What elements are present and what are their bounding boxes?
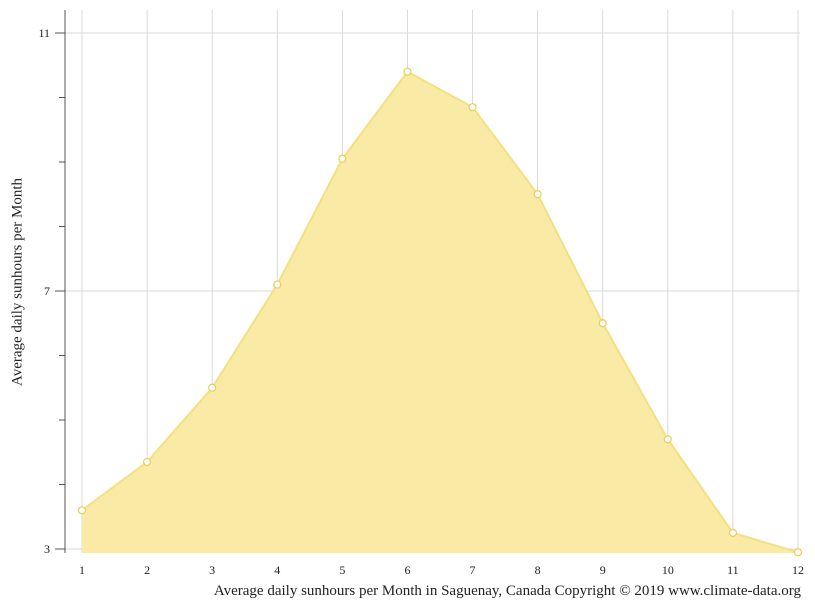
data-point <box>77 506 87 515</box>
x-tick-label: 11 <box>727 563 739 577</box>
x-tick-label: 4 <box>274 563 280 577</box>
chart-caption: Average daily sunhours per Month in Sagu… <box>213 583 801 599</box>
data-point <box>598 319 607 328</box>
data-point <box>403 67 412 76</box>
data-point <box>338 154 347 163</box>
x-tick-label: 12 <box>792 563 804 577</box>
data-point <box>142 457 152 467</box>
data-point <box>208 383 217 392</box>
sunhours-area-fill <box>82 71 798 553</box>
x-tick-label: 5 <box>339 563 345 577</box>
y-tick-label: 11 <box>38 26 50 40</box>
data-point <box>663 435 672 444</box>
x-tick-label: 1 <box>79 563 85 577</box>
data-point <box>793 548 803 557</box>
x-tick-label: 9 <box>600 563 606 577</box>
data-point <box>273 280 282 289</box>
data-point <box>728 528 738 537</box>
x-tick-label: 3 <box>209 563 215 577</box>
x-tick-label: 6 <box>404 563 410 577</box>
y-axis-label: Average daily sunhours per Month <box>9 177 26 387</box>
sunhours-series-line <box>81 70 799 554</box>
x-tick-label: 7 <box>470 563 476 577</box>
y-tick-label: 7 <box>44 284 50 298</box>
y-tick-label: 3 <box>44 542 50 556</box>
data-point <box>533 190 542 199</box>
x-tick-label: 8 <box>535 563 541 577</box>
axes <box>55 10 66 553</box>
x-tick-label: 2 <box>144 563 150 577</box>
x-tick-label: 10 <box>662 563 674 577</box>
data-points <box>77 67 803 557</box>
data-point <box>468 103 477 112</box>
